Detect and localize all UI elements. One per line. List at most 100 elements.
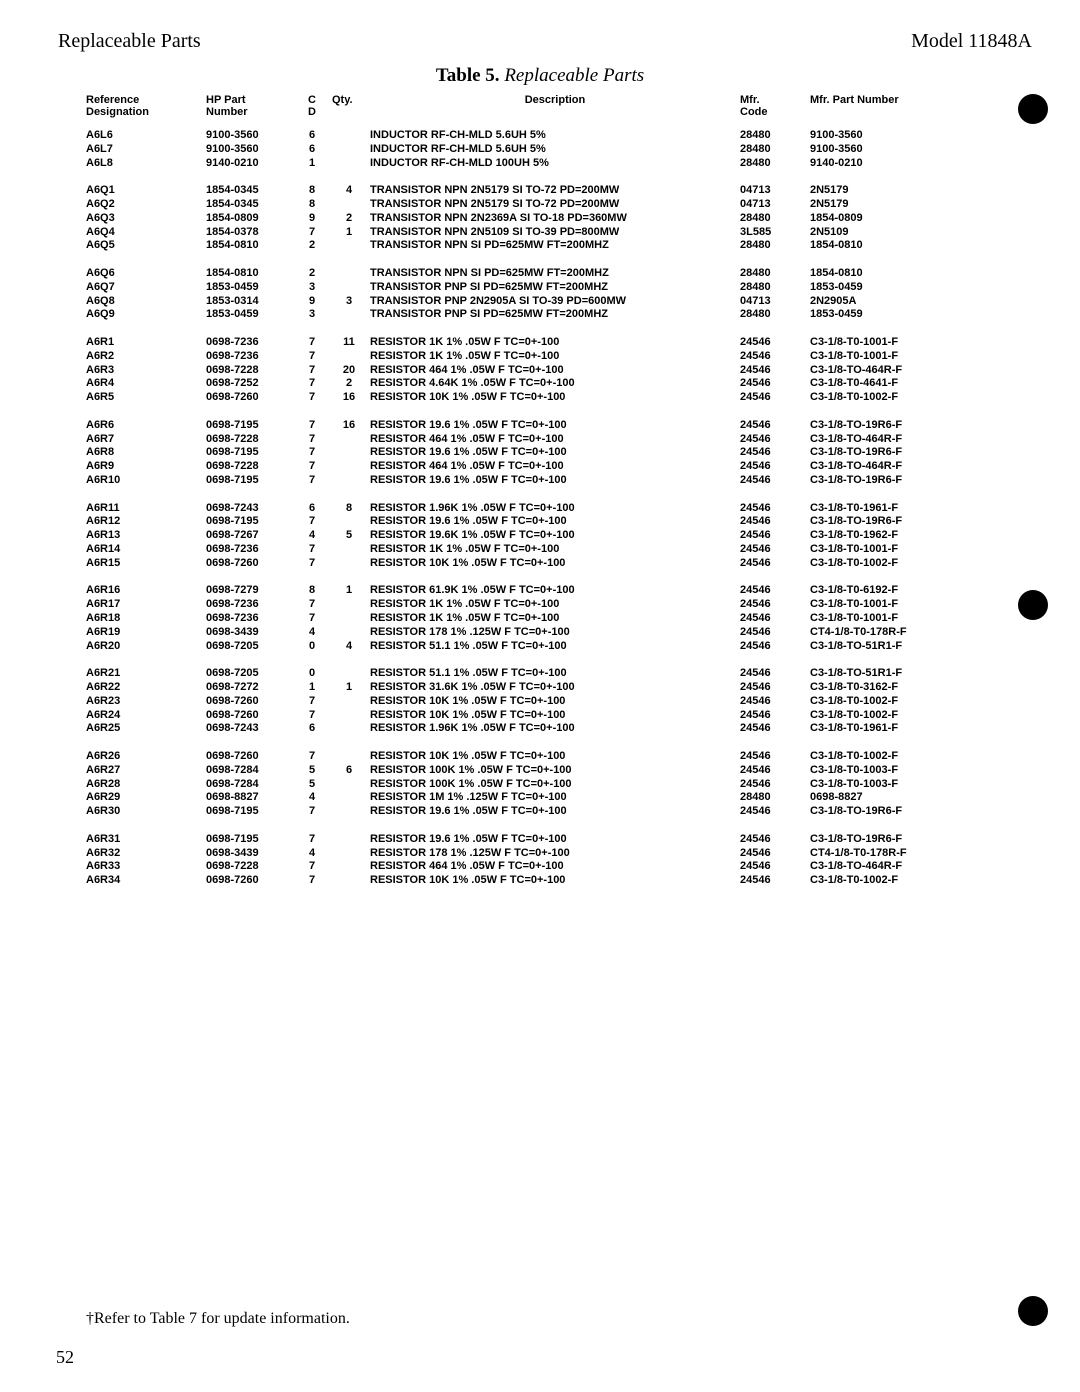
cell-part: 0698-7279 xyxy=(206,585,296,599)
cell-part: 0698-7205 xyxy=(206,668,296,682)
cell-mpn: 9100-3560 xyxy=(810,130,1036,144)
cell-part: 1853-0459 xyxy=(206,309,296,323)
cell-mfr: 24546 xyxy=(740,875,810,889)
cell-qty xyxy=(328,723,370,737)
cell-mfr: 24546 xyxy=(740,544,810,558)
cell-cd: 7 xyxy=(296,613,328,627)
table-row: A6L79100-35606INDUCTOR RF-CH-MLD 5.6UH 5… xyxy=(86,144,1036,158)
cell-mpn: C3-1/8-T0-4641-F xyxy=(810,378,1036,392)
cell-qty xyxy=(328,599,370,613)
cell-qty xyxy=(328,613,370,627)
cell-part: 0698-3439 xyxy=(206,848,296,862)
cell-cd: 7 xyxy=(296,544,328,558)
cell-desc: RESISTOR 10K 1% .05W F TC=0+-100 xyxy=(370,751,740,765)
cell-cd: 7 xyxy=(296,378,328,392)
cell-qty: 3 xyxy=(328,296,370,310)
cell-mfr: 24546 xyxy=(740,365,810,379)
cell-cd: 7 xyxy=(296,434,328,448)
cell-cd: 7 xyxy=(296,516,328,530)
cell-ref: A6L7 xyxy=(86,144,206,158)
cell-cd: 6 xyxy=(296,723,328,737)
cell-part: 1853-0459 xyxy=(206,282,296,296)
cell-part: 0698-7228 xyxy=(206,434,296,448)
table-row: A6R30698-7228720RESISTOR 464 1% .05W F T… xyxy=(86,365,1036,379)
cell-part: 1854-0378 xyxy=(206,227,296,241)
cell-qty: 6 xyxy=(328,765,370,779)
cell-cd: 7 xyxy=(296,351,328,365)
cell-desc: RESISTOR 1K 1% .05W F TC=0+-100 xyxy=(370,351,740,365)
header-left: Replaceable Parts xyxy=(58,30,201,53)
cell-part: 0698-7260 xyxy=(206,558,296,572)
cell-desc: RESISTOR 19.6 1% .05W F TC=0+-100 xyxy=(370,420,740,434)
table-row: A6R220698-727211RESISTOR 31.6K 1% .05W F… xyxy=(86,682,1036,696)
cell-ref: A6R12 xyxy=(86,516,206,530)
cell-qty: 16 xyxy=(328,392,370,406)
table-row: A6Q91853-04593TRANSISTOR PNP SI PD=625MW… xyxy=(86,309,1036,323)
cell-cd: 7 xyxy=(296,420,328,434)
table-row: A6R200698-720504RESISTOR 51.1 1% .05W F … xyxy=(86,641,1036,655)
cell-mpn: 9140-0210 xyxy=(810,158,1036,172)
cell-qty: 4 xyxy=(328,185,370,199)
cell-part: 0698-3439 xyxy=(206,627,296,641)
table-row: A6R180698-72367RESISTOR 1K 1% .05W F TC=… xyxy=(86,613,1036,627)
cell-desc: RESISTOR 19.6K 1% .05W F TC=0+-100 xyxy=(370,530,740,544)
cell-mpn: C3-1/8-TO-464R-F xyxy=(810,365,1036,379)
col-desc: Description xyxy=(370,95,740,130)
cell-mpn: C3-1/8-T0-1003-F xyxy=(810,765,1036,779)
table-row: A6R130698-726745RESISTOR 19.6K 1% .05W F… xyxy=(86,530,1036,544)
cell-qty: 2 xyxy=(328,213,370,227)
cell-qty xyxy=(328,848,370,862)
cell-qty: 4 xyxy=(328,641,370,655)
cell-part: 9100-3560 xyxy=(206,130,296,144)
table-row: A6R300698-71957RESISTOR 19.6 1% .05W F T… xyxy=(86,806,1036,820)
cell-cd: 7 xyxy=(296,806,328,820)
cell-cd: 7 xyxy=(296,710,328,724)
cell-desc: RESISTOR 51.1 1% .05W F TC=0+-100 xyxy=(370,668,740,682)
cell-cd: 0 xyxy=(296,641,328,655)
cell-mpn: C3-1/8-T0-1002-F xyxy=(810,696,1036,710)
cell-desc: RESISTOR 464 1% .05W F TC=0+-100 xyxy=(370,365,740,379)
cell-qty: 1 xyxy=(328,585,370,599)
cell-mpn: C3-1/8-TO-51R1-F xyxy=(810,641,1036,655)
cell-cd: 9 xyxy=(296,296,328,310)
cell-mfr: 04713 xyxy=(740,296,810,310)
table-row: A6R170698-72367RESISTOR 1K 1% .05W F TC=… xyxy=(86,599,1036,613)
cell-ref: A6R14 xyxy=(86,544,206,558)
cell-mpn: C3-1/8-TO-19R6-F xyxy=(810,447,1036,461)
cell-cd: 4 xyxy=(296,848,328,862)
cell-ref: A6R2 xyxy=(86,351,206,365)
cell-qty: 1 xyxy=(328,227,370,241)
cell-mfr: 24546 xyxy=(740,503,810,517)
col-part: HP PartNumber xyxy=(206,95,296,130)
cell-part: 0698-7252 xyxy=(206,378,296,392)
cell-qty xyxy=(328,627,370,641)
table-row: A6Q51854-08102TRANSISTOR NPN SI PD=625MW… xyxy=(86,240,1036,254)
cell-mfr: 24546 xyxy=(740,585,810,599)
cell-cd: 7 xyxy=(296,696,328,710)
col-mfr: Mfr.Code xyxy=(740,95,810,130)
table-row: A6R10698-7236711RESISTOR 1K 1% .05W F TC… xyxy=(86,337,1036,351)
table-row: A6R270698-728456RESISTOR 100K 1% .05W F … xyxy=(86,765,1036,779)
cell-mpn: C3-1/8-T0-1001-F xyxy=(810,613,1036,627)
cell-qty xyxy=(328,516,370,530)
cell-mfr: 28480 xyxy=(740,792,810,806)
cell-mpn: 2N5109 xyxy=(810,227,1036,241)
cell-mfr: 24546 xyxy=(740,420,810,434)
parts-table: ReferenceDesignation HP PartNumber CD Qt… xyxy=(86,95,1036,889)
cell-mpn: 1854-0810 xyxy=(810,268,1036,282)
cell-mfr: 24546 xyxy=(740,475,810,489)
cell-part: 9140-0210 xyxy=(206,158,296,172)
cell-mfr: 24546 xyxy=(740,682,810,696)
group-gap xyxy=(86,171,1036,185)
cell-part: 0698-7195 xyxy=(206,420,296,434)
group-gap xyxy=(86,820,1036,834)
cell-part: 0698-7236 xyxy=(206,351,296,365)
cell-mpn: C3-1/8-T0-1002-F xyxy=(810,875,1036,889)
table-row: A6R330698-72287RESISTOR 464 1% .05W F TC… xyxy=(86,861,1036,875)
cell-cd: 2 xyxy=(296,240,328,254)
cell-qty: 8 xyxy=(328,503,370,517)
cell-desc: INDUCTOR RF-CH-MLD 5.6UH 5% xyxy=(370,130,740,144)
cell-cd: 4 xyxy=(296,530,328,544)
cell-cd: 4 xyxy=(296,792,328,806)
cell-cd: 1 xyxy=(296,682,328,696)
